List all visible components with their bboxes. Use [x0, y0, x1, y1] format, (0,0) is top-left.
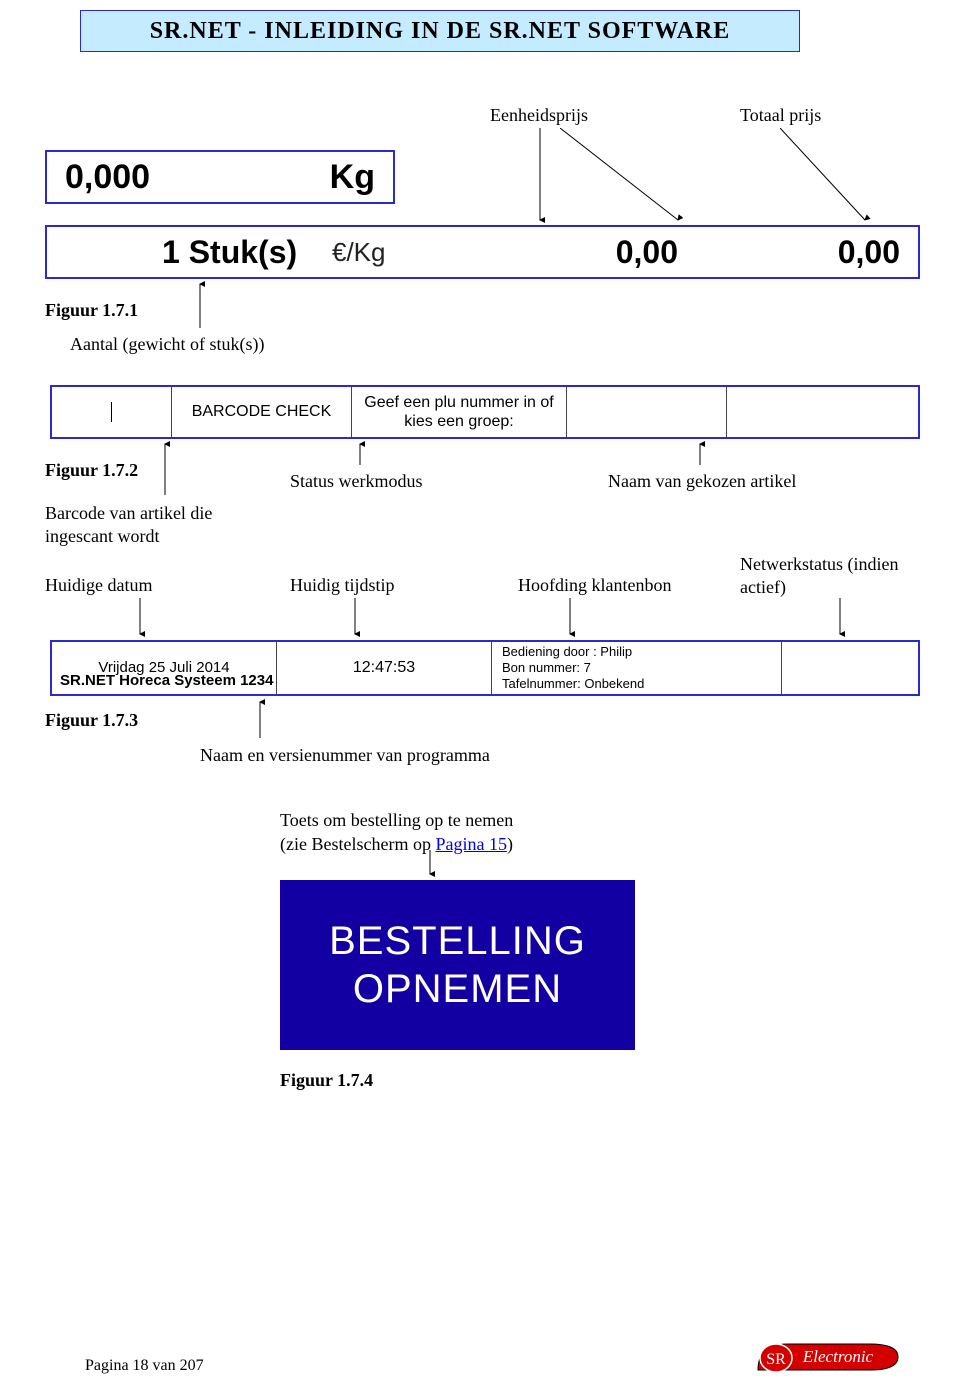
per-kg-label: €/Kg: [332, 237, 462, 268]
arrow-icon: [350, 440, 370, 470]
total-price: 0,00: [738, 234, 918, 271]
label-netwerkstatus: Netwerkstatus (indien actief): [740, 553, 910, 600]
label-eenheidsprijs: Eenheidsprijs: [490, 105, 588, 126]
barcode-check-label: BARCODE CHECK: [172, 387, 352, 437]
barcode-instruction: Geef een plu nummer in of kies een groep…: [352, 387, 567, 437]
arrow-icon: [530, 128, 550, 228]
label-huidig-tijdstip: Huidig tijdstip: [290, 574, 395, 597]
quantity-stuks: 1 Stuk(s): [162, 234, 332, 271]
arrow-icon: [690, 440, 710, 470]
status-bediening: Bediening door : Philip: [502, 644, 771, 660]
toets-line2b: ): [507, 834, 513, 854]
arrow-icon: [830, 598, 850, 640]
figure-caption: Figuur 1.7.3: [45, 710, 138, 731]
barcode-row: BARCODE CHECK Geef een plu nummer in of …: [50, 385, 920, 439]
arrow-icon: [130, 598, 150, 640]
label-toets-bestelling: Toets om bestelling op te nemen (zie Bes…: [280, 808, 513, 857]
status-sysname: SR.NET Horeca Systeem 1234: [60, 672, 500, 689]
link-pagina-15[interactable]: Pagina 15: [435, 834, 507, 854]
label-aantal: Aantal (gewicht of stuk(s)): [70, 334, 264, 355]
status-network-cell: [782, 642, 918, 694]
arrow-icon: [190, 280, 210, 332]
arrow-icon: [345, 598, 365, 640]
weight-unit: Kg: [330, 158, 375, 197]
text-cursor-icon: [111, 402, 112, 422]
page-header: SR.NET - INLEIDING IN DE SR.NET SOFTWARE: [80, 10, 800, 52]
label-naam-versie: Naam en versienummer van programma: [200, 745, 490, 766]
price-row: 1 Stuk(s) €/Kg 0,00 0,00: [45, 225, 920, 279]
button-label: BESTELLING OPNEMEN: [280, 917, 635, 1013]
label-totaalprijs: Totaal prijs: [740, 105, 821, 126]
label-naam-artikel: Naam van gekozen artikel: [608, 470, 796, 493]
barcode-input-cell[interactable]: [52, 387, 172, 437]
label-hoofding: Hoofding klantenbon: [518, 574, 671, 597]
arrow-icon: [780, 128, 880, 228]
weight-display: 0,000 Kg: [45, 150, 395, 204]
arrow-icon: [560, 128, 690, 228]
page-footer: Pagina 18 van 207: [85, 1357, 204, 1375]
weight-value: 0,000: [65, 158, 150, 197]
status-bon: Bon nummer: 7: [502, 660, 771, 676]
figure-caption: Figuur 1.7.2: [45, 460, 138, 481]
unit-price: 0,00: [462, 234, 738, 271]
arrow-icon: [155, 440, 175, 500]
toets-line1: Toets om bestelling op te nemen: [280, 810, 513, 830]
figure-caption: Figuur 1.7.4: [280, 1070, 373, 1091]
status-client-cell: Bediening door : Philip Bon nummer: 7 Ta…: [492, 642, 782, 694]
label-status-werkmodus: Status werkmodus: [290, 470, 423, 493]
header-title: SR.NET - INLEIDING IN DE SR.NET SOFTWARE: [150, 18, 731, 45]
logo-text: Electronic: [802, 1347, 874, 1366]
barcode-article-cell: [727, 387, 918, 437]
arrow-icon: [250, 698, 270, 743]
status-tafel: Tafelnummer: Onbekend: [502, 676, 771, 692]
label-huidige-datum: Huidige datum: [45, 574, 152, 597]
figure-caption: Figuur 1.7.1: [45, 300, 138, 321]
bestelling-opnemen-button[interactable]: BESTELLING OPNEMEN: [280, 880, 635, 1050]
barcode-empty-cell: [567, 387, 727, 437]
svg-text:SR: SR: [766, 1351, 786, 1368]
logo-sr-electronic: SR Electronic: [750, 1330, 900, 1385]
toets-line2a: (zie Bestelscherm op: [280, 834, 435, 854]
arrow-icon: [560, 598, 580, 640]
label-barcode-artikel: Barcode van artikel die ingescant wordt: [45, 502, 245, 549]
